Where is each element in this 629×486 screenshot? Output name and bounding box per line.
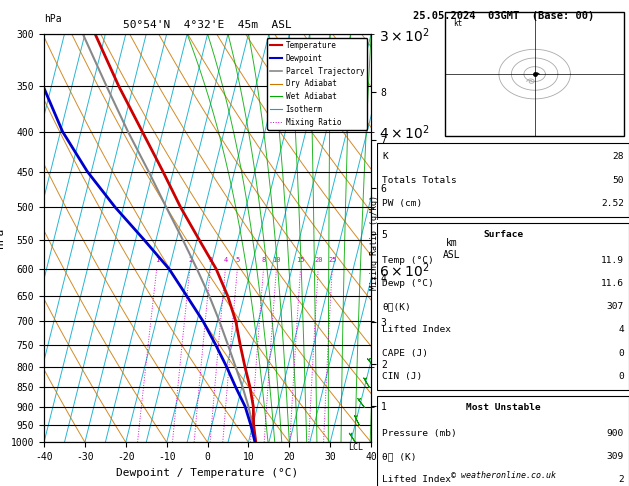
Text: hPa: hPa — [44, 14, 62, 24]
Title: 50°54'N  4°32'E  45m  ASL: 50°54'N 4°32'E 45m ASL — [123, 20, 292, 31]
Text: θᴄ(K): θᴄ(K) — [382, 302, 411, 311]
Text: PW (cm): PW (cm) — [382, 199, 423, 208]
Text: 5: 5 — [236, 258, 240, 263]
Text: 10: 10 — [272, 258, 281, 263]
Text: 4: 4 — [224, 258, 228, 263]
Text: 11.9: 11.9 — [601, 256, 624, 264]
Text: 900: 900 — [607, 429, 624, 437]
Text: 15: 15 — [297, 258, 305, 263]
X-axis label: Dewpoint / Temperature (°C): Dewpoint / Temperature (°C) — [116, 468, 299, 478]
Text: 2.52: 2.52 — [601, 199, 624, 208]
Text: 309: 309 — [607, 452, 624, 461]
Text: 3: 3 — [209, 258, 213, 263]
Text: 20: 20 — [314, 258, 323, 263]
Text: Surface: Surface — [483, 230, 523, 239]
Bar — [377, 223, 629, 390]
Text: 0: 0 — [618, 372, 624, 381]
Text: Temp (°C): Temp (°C) — [382, 256, 434, 264]
Text: K: K — [382, 153, 388, 161]
Text: Mixing Ratio (g/kg): Mixing Ratio (g/kg) — [370, 195, 379, 291]
Text: 2: 2 — [188, 258, 192, 263]
Text: 50: 50 — [613, 176, 624, 185]
Text: 307: 307 — [607, 302, 624, 311]
Text: Lifted Index: Lifted Index — [382, 475, 452, 484]
Text: 8: 8 — [262, 258, 266, 263]
Y-axis label: hPa: hPa — [0, 228, 5, 248]
Bar — [377, 396, 629, 486]
Legend: Temperature, Dewpoint, Parcel Trajectory, Dry Adiabat, Wet Adiabat, Isotherm, Mi: Temperature, Dewpoint, Parcel Trajectory… — [267, 38, 367, 130]
Text: 25.05.2024  03GMT  (Base: 00): 25.05.2024 03GMT (Base: 00) — [413, 11, 594, 21]
Text: 25: 25 — [328, 258, 337, 263]
Text: Lifted Index: Lifted Index — [382, 326, 452, 334]
Text: 4: 4 — [618, 326, 624, 334]
Text: 28: 28 — [613, 153, 624, 161]
Bar — [377, 143, 629, 217]
Text: CAPE (J): CAPE (J) — [382, 349, 428, 358]
Text: Most Unstable: Most Unstable — [466, 403, 540, 412]
Text: © weatheronline.co.uk: © weatheronline.co.uk — [451, 471, 555, 480]
Text: Dewp (°C): Dewp (°C) — [382, 279, 434, 288]
Text: 2: 2 — [618, 475, 624, 484]
Text: LCL: LCL — [348, 443, 363, 451]
Text: CIN (J): CIN (J) — [382, 372, 423, 381]
Text: θᴄ (K): θᴄ (K) — [382, 452, 417, 461]
Text: 11.6: 11.6 — [601, 279, 624, 288]
Bar — [445, 12, 624, 136]
Text: Totals Totals: Totals Totals — [382, 176, 457, 185]
Text: 0: 0 — [618, 349, 624, 358]
Text: 1: 1 — [155, 258, 160, 263]
Text: kt: kt — [453, 19, 462, 29]
Text: Pressure (mb): Pressure (mb) — [382, 429, 457, 437]
Y-axis label: km
ASL: km ASL — [443, 238, 460, 260]
